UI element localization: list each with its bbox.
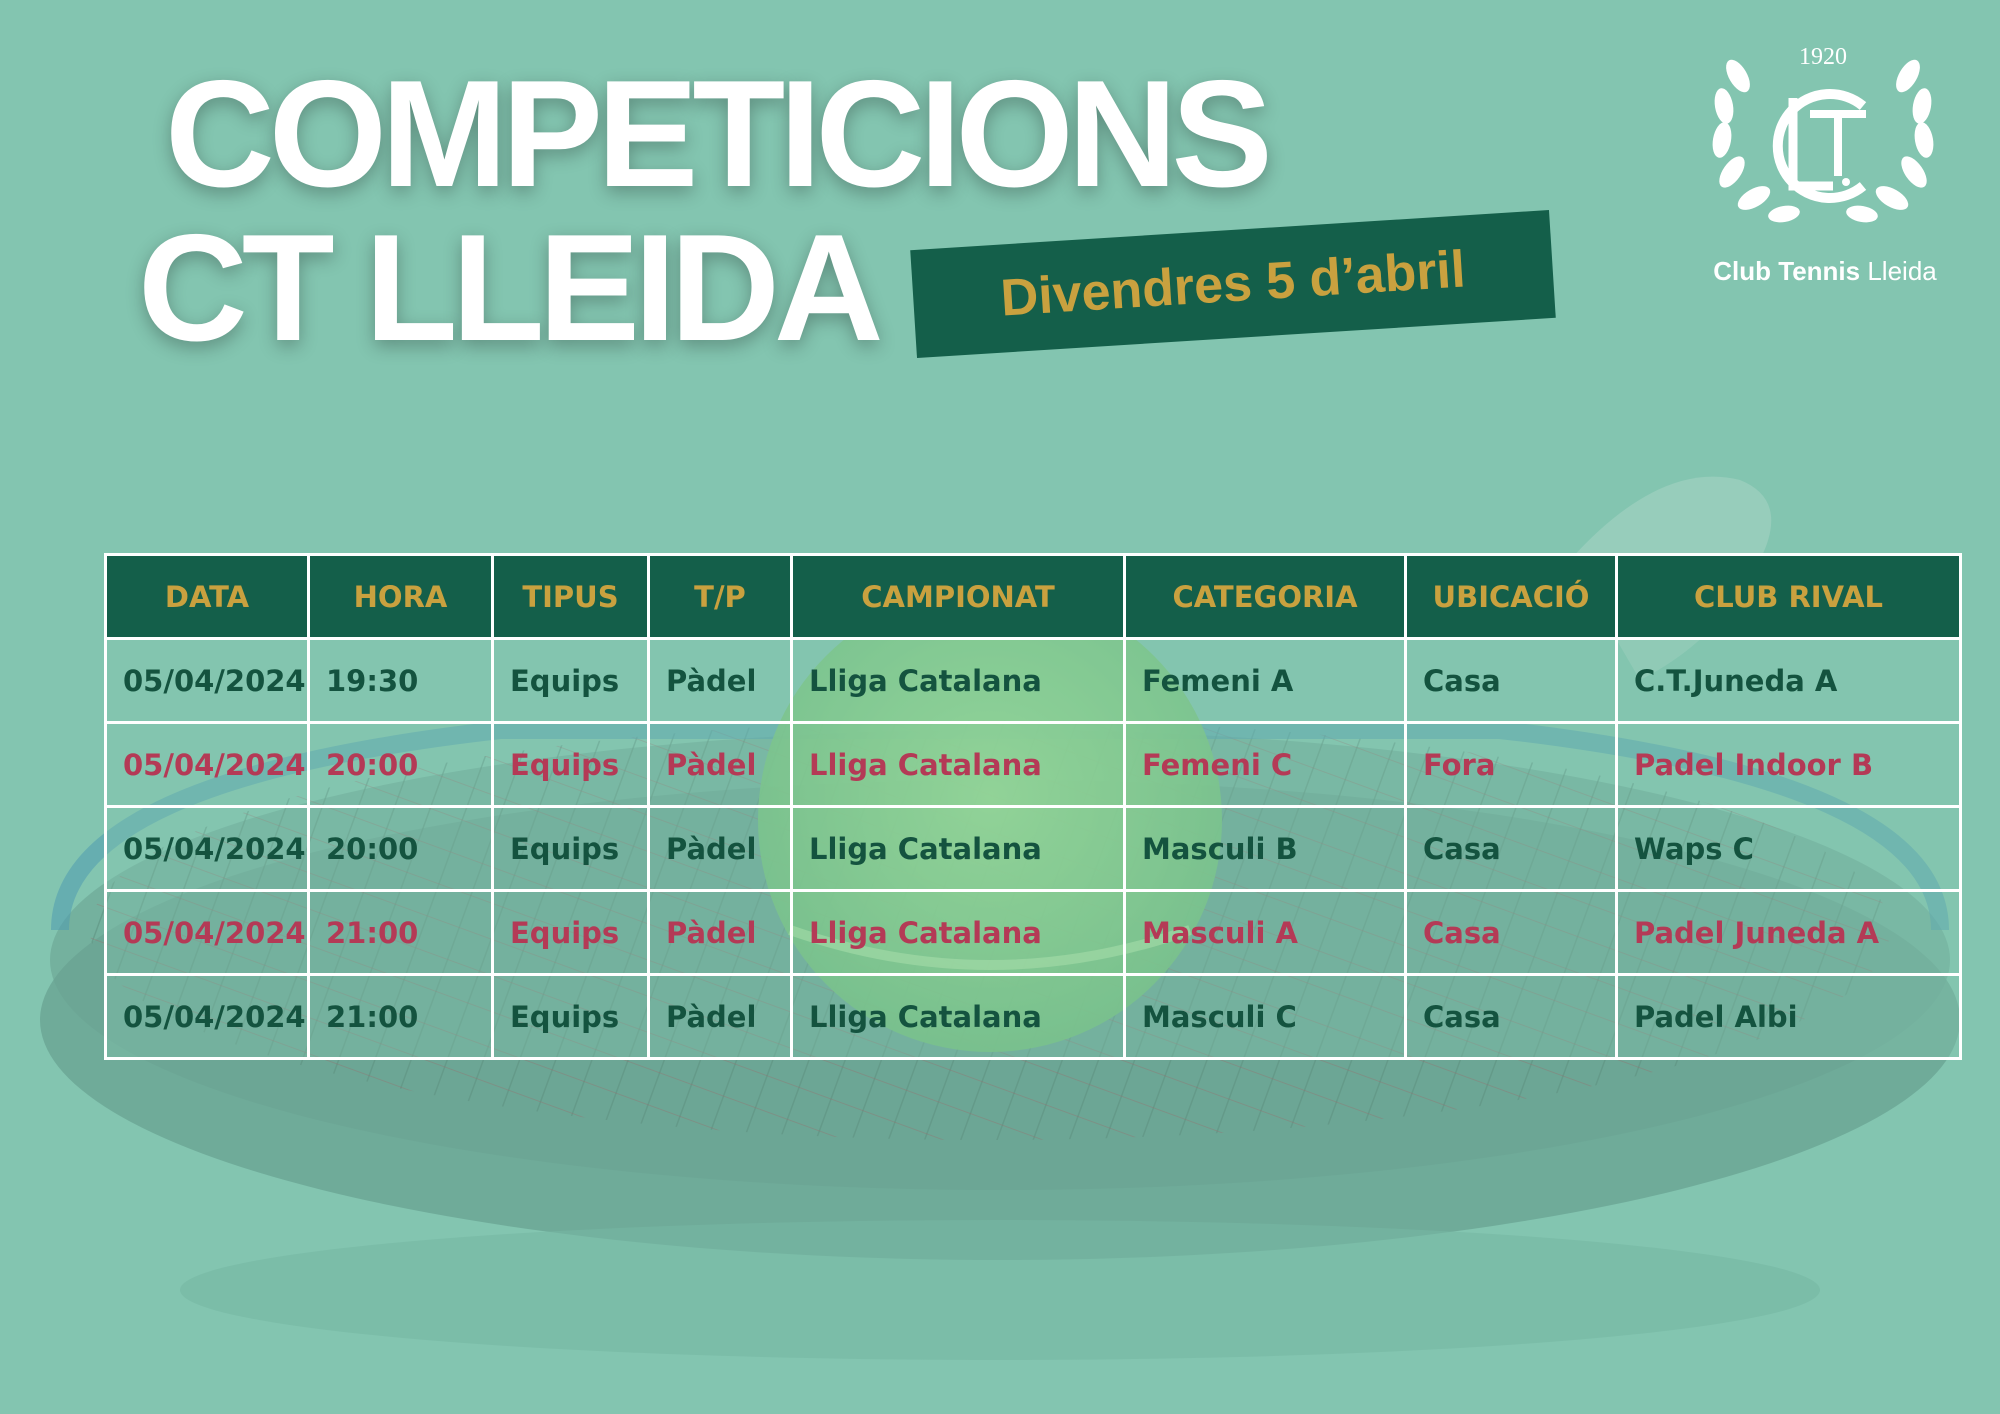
table-cell: Masculi C xyxy=(1123,973,1407,1060)
table-cell: 21:00 xyxy=(307,889,494,976)
column-header: CAMPIONAT xyxy=(790,553,1126,640)
column-header: T/P xyxy=(647,553,793,640)
logo-club-name: Club Tennis Lleida xyxy=(1675,256,1975,287)
column-header: TIPUS xyxy=(491,553,650,640)
table-row: 05/04/2024 21:00 Equips Pàdel Lliga Catalana… xyxy=(104,889,1962,976)
table-cell: Lliga Catalana xyxy=(790,721,1126,808)
table-cell: Casa xyxy=(1404,805,1618,892)
table-cell: Lliga Catalana xyxy=(790,889,1126,976)
table-cell: Masculi A xyxy=(1123,889,1407,976)
column-header: DATA xyxy=(104,553,310,640)
table-cell: Masculi B xyxy=(1123,805,1407,892)
table-cell: Femeni C xyxy=(1123,721,1407,808)
table-row: 05/04/2024 19:30 Equips Pàdel Lliga Catalana… xyxy=(104,637,1962,724)
logo-club-name-light: Lleida xyxy=(1867,256,1937,286)
table-cell: Padel Albi xyxy=(1615,973,1962,1060)
column-header: CLUB RIVAL xyxy=(1615,553,1962,640)
table-cell: 05/04/2024 xyxy=(104,805,310,892)
table-cell: Lliga Catalana xyxy=(790,637,1126,724)
table-cell: Pàdel xyxy=(647,721,793,808)
table-cell: 05/04/2024 xyxy=(104,721,310,808)
title-line-2: CT LLEIDA xyxy=(138,203,884,373)
table-cell: 05/04/2024 xyxy=(104,637,310,724)
table-cell: Pàdel xyxy=(647,805,793,892)
table-cell: Padel Indoor B xyxy=(1615,721,1962,808)
competitions-table: DATA HORA TIPUS T/P CAMPIONAT CATEGORIA … xyxy=(104,553,1962,1060)
table-cell: Lliga Catalana xyxy=(790,973,1126,1060)
table-cell: Femeni A xyxy=(1123,637,1407,724)
table-row: 05/04/2024 20:00 Equips Pàdel Lliga Catalana… xyxy=(104,805,1962,892)
table-cell: 20:00 xyxy=(307,721,494,808)
table-cell: Pàdel xyxy=(647,973,793,1060)
table-cell: Equips xyxy=(491,805,650,892)
table-cell: C.T.Juneda A xyxy=(1615,637,1962,724)
table-cell: Pàdel xyxy=(647,889,793,976)
logo-year: 1920 xyxy=(1799,44,1847,70)
date-banner-text: Divendres 5 d’abril xyxy=(998,240,1468,328)
table-cell: 20:00 xyxy=(307,805,494,892)
table-cell: Padel Juneda A xyxy=(1615,889,1962,976)
table-cell: Fora xyxy=(1404,721,1618,808)
table-cell: Equips xyxy=(491,889,650,976)
title-line-1: COMPETICIONS xyxy=(165,49,1273,219)
table-cell: Equips xyxy=(491,637,650,724)
table-cell: Waps C xyxy=(1615,805,1962,892)
table-cell: 21:00 xyxy=(307,973,494,1060)
column-header: CATEGORIA xyxy=(1123,553,1407,640)
table-cell: Pàdel xyxy=(647,637,793,724)
table-cell: Lliga Catalana xyxy=(790,805,1126,892)
logo-club-name-bold: Club Tennis xyxy=(1713,256,1861,286)
table-header-row: DATA HORA TIPUS T/P CAMPIONAT CATEGORIA … xyxy=(104,553,1962,640)
table-cell: 19:30 xyxy=(307,637,494,724)
table-cell: Casa xyxy=(1404,973,1618,1060)
table-cell: 05/04/2024 xyxy=(104,889,310,976)
table-cell: Equips xyxy=(491,721,650,808)
laurel-wreath-crest-icon: 1920 xyxy=(1712,44,1934,223)
column-header: HORA xyxy=(307,553,494,640)
column-header: UBICACIÓ xyxy=(1404,553,1618,640)
table-cell: Equips xyxy=(491,973,650,1060)
table-row: 05/04/2024 21:00 Equips Pàdel Lliga Catalana… xyxy=(104,973,1962,1060)
table-cell: Casa xyxy=(1404,637,1618,724)
table-row: 05/04/2024 20:00 Equips Pàdel Lliga Catalana… xyxy=(104,721,1962,808)
table-cell: Casa xyxy=(1404,889,1618,976)
table-cell: 05/04/2024 xyxy=(104,973,310,1060)
